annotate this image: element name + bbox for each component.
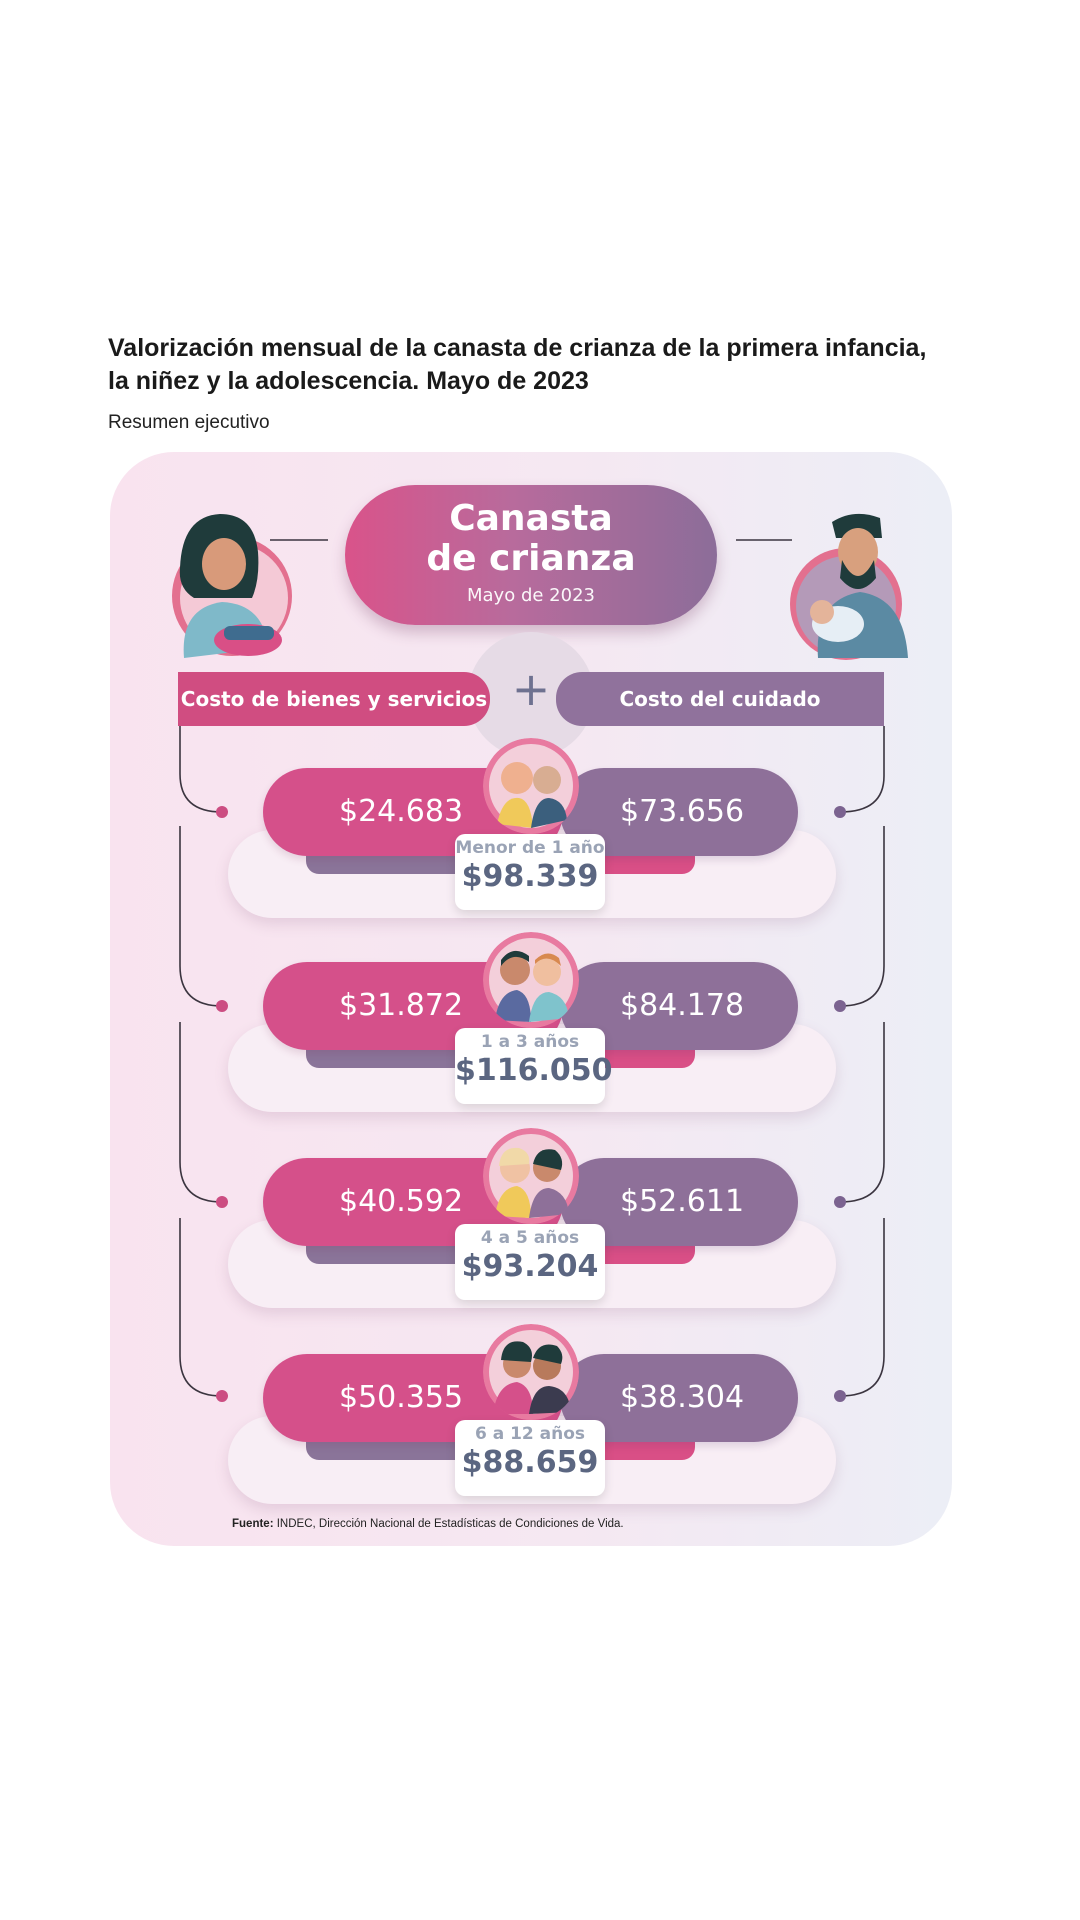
goods-value: $40.592 <box>339 1184 464 1219</box>
total-box: 6 a 12 años $88.659 <box>455 1420 605 1496</box>
total-value: $98.339 <box>461 859 599 894</box>
care-value: $38.304 <box>620 1380 745 1415</box>
goods-value: $24.683 <box>339 794 464 829</box>
goods-cost-label: Costo de bienes y servicios <box>178 672 490 726</box>
toddler-icon <box>483 932 579 1028</box>
plus-icon: + <box>511 662 551 716</box>
total-value: $116.050 <box>455 1053 613 1088</box>
total-box: 4 a 5 años $93.204 <box>455 1224 605 1300</box>
source-text: INDEC, Dirección Nacional de Estadística… <box>273 1518 624 1530</box>
heading: Valorización mensual de la canasta de cr… <box>108 332 928 434</box>
age-label: 6 a 12 años <box>474 1424 586 1444</box>
care-value: $52.611 <box>620 1184 745 1219</box>
total-box: Menor de 1 año $98.339 <box>455 834 605 910</box>
age-label: 4 a 5 años <box>480 1228 580 1248</box>
care-value: $73.656 <box>620 794 745 829</box>
mother-avatar <box>172 514 292 658</box>
father-avatar <box>790 513 908 660</box>
source-note: Fuente: INDEC, Dirección Nacional de Est… <box>232 1518 624 1530</box>
care-value-pill: $38.304 <box>560 1354 798 1442</box>
total-box: 1 a 3 años $116.050 <box>455 1028 613 1104</box>
child-icon <box>483 1128 579 1224</box>
main-title: Canasta de crianza <box>426 498 636 579</box>
page-subtitle: Resumen ejecutivo <box>108 412 270 433</box>
total-value: $88.659 <box>461 1445 599 1480</box>
age-label: 1 a 3 años <box>480 1032 580 1052</box>
age-label: Menor de 1 año <box>455 838 605 858</box>
goods-value: $31.872 <box>339 988 464 1023</box>
baby-icon <box>483 738 579 834</box>
care-value: $84.178 <box>620 988 745 1023</box>
preteen-icon <box>483 1324 579 1420</box>
main-subtitle: Mayo de 2023 <box>467 585 595 606</box>
page-title: Valorización mensual de la canasta de cr… <box>108 334 927 395</box>
total-value: $93.204 <box>461 1249 599 1284</box>
goods-value: $50.355 <box>339 1380 464 1415</box>
main-title-pill: Canasta de crianza Mayo de 2023 <box>345 485 717 625</box>
source-label: Fuente: <box>232 1518 274 1530</box>
care-cost-label: Costo del cuidado <box>556 672 884 726</box>
